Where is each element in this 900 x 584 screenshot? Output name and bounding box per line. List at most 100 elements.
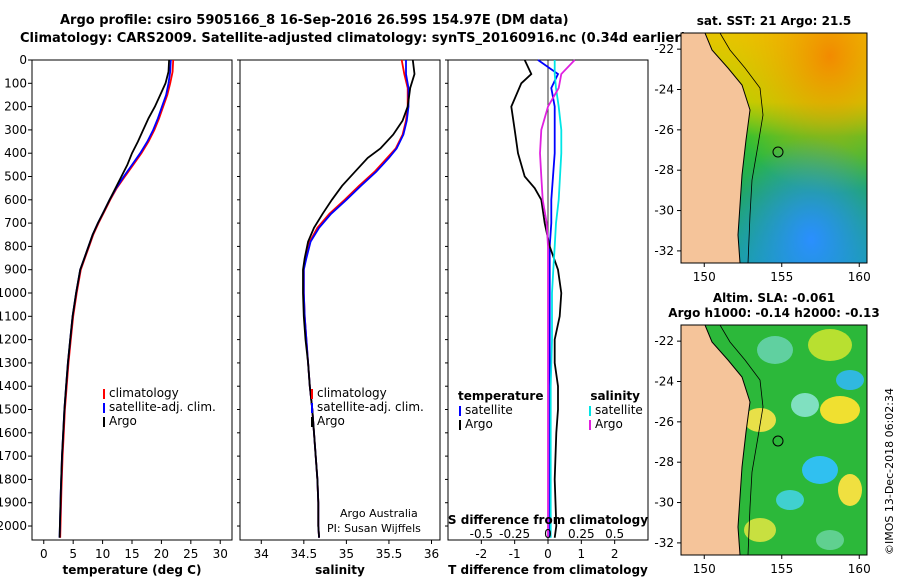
map-x-tick-label: 155	[770, 562, 793, 576]
sla-map-panel: Altim. SLA: -0.061 Argo h1000: -0.14 h20…	[654, 291, 879, 576]
legend-title-temperature: temperature	[458, 389, 543, 403]
series-line-1	[537, 59, 560, 538]
sla-float-marker	[772, 435, 784, 447]
x-axis-label: temperature (deg C)	[63, 563, 202, 577]
x-tick-label: -2	[475, 547, 487, 561]
y-tick-label: 0	[19, 53, 27, 67]
map-x-tick-label: 150	[693, 270, 716, 284]
x-tick-label: 34	[254, 547, 269, 561]
y-tick-label: 1800	[0, 472, 27, 486]
x-tick-label: 1	[578, 547, 586, 561]
y-tick-label: 800	[4, 239, 27, 253]
sst-land	[681, 33, 750, 263]
series-line-1	[59, 59, 175, 538]
legend-label: satellite-adj. clim.	[317, 400, 424, 414]
x2-tick-label: 0	[544, 527, 552, 541]
legend-label: satellite	[465, 403, 513, 417]
sst-map-title: sat. SST: 21 Argo: 21.5	[697, 14, 851, 28]
map-x-tick-label: 160	[848, 270, 871, 284]
map-y-tick-label: -26	[654, 415, 674, 429]
series-line-1	[302, 59, 409, 538]
x-tick-label: 20	[154, 547, 169, 561]
y-tick-label: 700	[4, 216, 27, 230]
x-tick-label: -1	[509, 547, 521, 561]
map-y-tick-label: -32	[654, 244, 674, 258]
y-tick-label: 1900	[0, 496, 27, 510]
sla-land	[681, 325, 750, 555]
sst-map-image	[681, 33, 867, 263]
legend-label: satellite-adj. clim.	[109, 400, 216, 414]
y-tick-label: 1700	[0, 449, 27, 463]
sla-coastline	[704, 325, 751, 555]
series-line-4	[539, 59, 576, 538]
header-line-1: Argo profile: csiro 5905166_8 16-Sep-201…	[60, 13, 569, 28]
x-tick-label: 36	[424, 547, 439, 561]
sla-shelf-contour	[719, 325, 764, 555]
series-line-2	[302, 60, 410, 538]
y-tick-label: 100	[4, 76, 27, 90]
y-tick-label: 1300	[0, 356, 27, 370]
sla-map-title: Altim. SLA: -0.061	[713, 291, 835, 305]
map-y-tick-label: -32	[654, 536, 674, 550]
profile-panel-3: -2 -1 0 1 2 T difference from climatology temp…	[445, 59, 649, 577]
legend-label: Argo	[109, 414, 137, 428]
profile-panel-1: 0 5 10 15 20 25 300100200300400500600700800900…	[0, 53, 233, 577]
y-tick-label: 2000	[0, 519, 27, 533]
sla-map-image	[681, 325, 867, 555]
map-y-tick-label: -30	[654, 496, 674, 510]
timestamp-stamp: ©IMOS 13-Dec-2018 06:02:34	[883, 388, 896, 555]
y-tick-label: 500	[4, 170, 27, 184]
map-y-tick-label: -22	[654, 334, 674, 348]
legend-label: Argo	[317, 414, 345, 428]
header-line-2: Climatology: CARS2009. Satellite-adjuste…	[20, 31, 687, 46]
x2-tick-label: -0.25	[499, 527, 530, 541]
plot-frame	[239, 59, 441, 541]
y-tick-label: 200	[4, 100, 27, 114]
y-tick-label: 1500	[0, 403, 27, 417]
sst-coastline	[704, 33, 751, 263]
y-tick-label: 900	[4, 263, 27, 277]
x2-axis-label: S difference from climatology	[448, 513, 648, 527]
legend-title-salinity: salinity	[590, 389, 640, 403]
y-tick-label: 1000	[0, 286, 27, 300]
sst-shelf-contour	[719, 33, 764, 263]
y-tick-label: 1400	[0, 379, 27, 393]
x-tick-label: 35.5	[376, 547, 403, 561]
x-tick-label: 5	[69, 547, 77, 561]
sla-map-subtitle: Argo h1000: -0.14 h2000: -0.13	[668, 306, 879, 320]
x-tick-label: 2	[611, 547, 619, 561]
profile-panel-2: 34 34.5 35 35.5 36 salinity climatologysatelli…	[237, 59, 441, 577]
y-tick-label: 1100	[0, 309, 27, 323]
x-tick-label: 30	[213, 547, 228, 561]
legend-label: Argo	[595, 417, 623, 431]
series-line-3	[58, 59, 170, 538]
map-x-tick-label: 160	[848, 562, 871, 576]
x-axis-label: salinity	[315, 563, 365, 577]
legend-label: climatology	[109, 386, 179, 400]
map-y-tick-label: -26	[654, 123, 674, 137]
credit-line-1: Argo Australia	[340, 507, 418, 520]
map-y-tick-label: -24	[654, 82, 674, 96]
legend-label: climatology	[317, 386, 387, 400]
x2-tick-label: 0.25	[568, 527, 595, 541]
x-tick-label: 35	[339, 547, 354, 561]
sst-map-panel: sat. SST: 21 Argo: 21.5 150 155 160 -22 -24 -…	[654, 14, 870, 284]
x-tick-label: 25	[183, 547, 198, 561]
y-tick-label: 300	[4, 123, 27, 137]
map-x-tick-label: 150	[693, 562, 716, 576]
map-y-tick-label: -22	[654, 42, 674, 56]
x-tick-label: 10	[95, 547, 110, 561]
credit-line-2: PI: Susan Wijffels	[327, 522, 421, 535]
x2-tick-label: 0.5	[605, 527, 624, 541]
x-axis-label: T difference from climatology	[448, 563, 648, 577]
map-y-tick-label: -28	[654, 455, 674, 469]
y-tick-label: 400	[4, 146, 27, 160]
map-x-tick-label: 155	[770, 270, 793, 284]
series-line-3	[549, 60, 563, 538]
y-tick-label: 600	[4, 193, 27, 207]
map-y-tick-label: -30	[654, 204, 674, 218]
x-tick-label: 15	[124, 547, 139, 561]
x-tick-label: 34.5	[290, 547, 317, 561]
x2-tick-label: -0.5	[470, 527, 493, 541]
